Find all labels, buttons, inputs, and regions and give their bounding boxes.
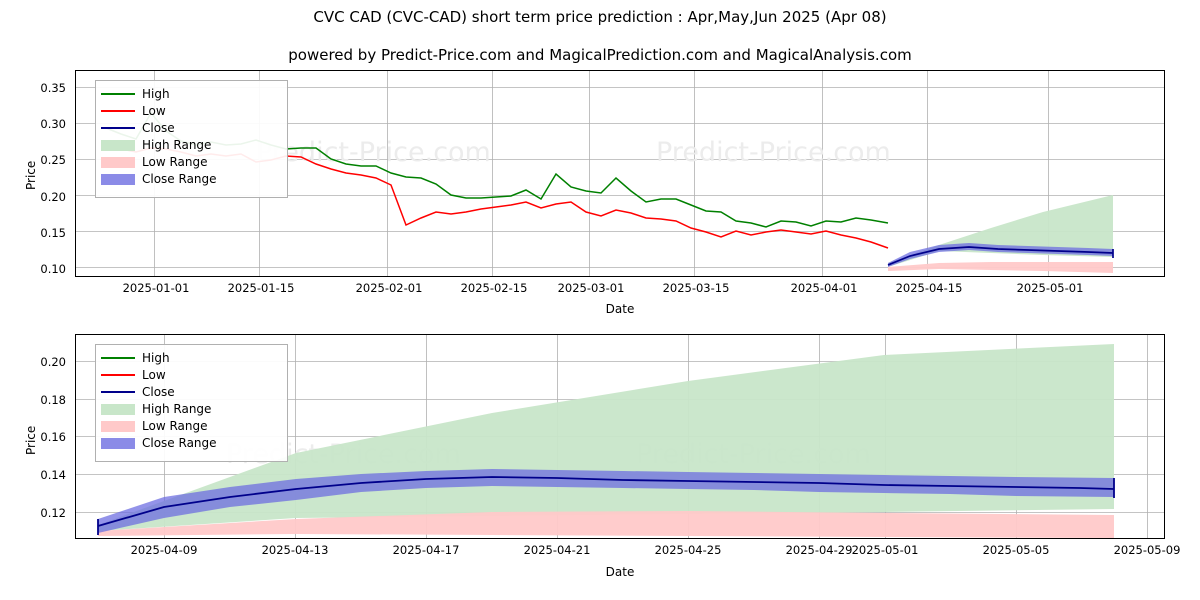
top-x-axis-label: Date bbox=[605, 302, 635, 316]
bottom-xtick-0: 2025-04-09 bbox=[130, 543, 198, 557]
bottom-legend: High Low Close High Range Low Range Clos… bbox=[95, 344, 288, 462]
page-title: CVC CAD (CVC-CAD) short term price predi… bbox=[313, 8, 887, 26]
legend-item-high-2[interactable]: High bbox=[101, 349, 281, 366]
bottom-xtick-1: 2025-04-13 bbox=[261, 543, 329, 557]
legend-label-close: Close bbox=[142, 384, 175, 399]
bottom-xtick-5: 2025-04-29 bbox=[785, 543, 853, 557]
close-range-swatch bbox=[101, 437, 135, 449]
top-ytick-4: 0.30 bbox=[40, 117, 66, 131]
bottom-ytick-2: 0.16 bbox=[40, 430, 66, 444]
close-range-swatch bbox=[101, 173, 135, 185]
top-chart-panel: Price 0.10 0.15 0.20 0.25 0.30 0.35 bbox=[24, 70, 1165, 316]
top-ytick-2: 0.20 bbox=[40, 190, 66, 204]
high-line-swatch bbox=[101, 88, 135, 100]
top-xtick-7: 2025-04-15 bbox=[895, 281, 963, 295]
top-xtick-1: 2025-01-15 bbox=[227, 281, 295, 295]
bottom-ytick-4: 0.20 bbox=[40, 355, 66, 369]
legend-label-high-range: High Range bbox=[142, 137, 212, 152]
top-xtick-5: 2025-03-15 bbox=[662, 281, 730, 295]
top-ytick-0: 0.10 bbox=[40, 262, 66, 276]
legend-item-low-range[interactable]: Low Range bbox=[101, 153, 281, 170]
legend-label-high: High bbox=[142, 86, 170, 101]
high-range-swatch bbox=[101, 139, 135, 151]
legend-item-high-range[interactable]: High Range bbox=[101, 136, 281, 153]
svg-text:Predict-Price.com: Predict-Price.com bbox=[656, 137, 891, 168]
page-subtitle: powered by Predict-Price.com and Magical… bbox=[288, 46, 912, 64]
bottom-ytick-0: 0.12 bbox=[40, 506, 66, 520]
low-line-swatch bbox=[101, 369, 135, 381]
legend-item-close-range-2[interactable]: Close Range bbox=[101, 434, 281, 451]
legend-item-low-range-2[interactable]: Low Range bbox=[101, 417, 281, 434]
top-xtick-3: 2025-02-15 bbox=[460, 281, 528, 295]
legend-item-low[interactable]: Low bbox=[101, 102, 281, 119]
legend-label-close: Close bbox=[142, 120, 175, 135]
close-line-swatch bbox=[101, 122, 135, 134]
high-line-swatch bbox=[101, 352, 135, 364]
top-xtick-8: 2025-05-01 bbox=[1016, 281, 1084, 295]
legend-item-high-range-2[interactable]: High Range bbox=[101, 400, 281, 417]
bottom-chart-panel: Price 0.12 0.14 0.16 0.18 0.20 bbox=[0, 310, 1200, 600]
bottom-x-axis-label: Date bbox=[605, 565, 635, 579]
top-ytick-1: 0.15 bbox=[40, 226, 66, 240]
top-xtick-2: 2025-02-01 bbox=[355, 281, 423, 295]
bottom-xtick-7: 2025-05-05 bbox=[982, 543, 1050, 557]
top-ytick-5: 0.35 bbox=[40, 81, 66, 95]
bottom-xtick-8: 2025-05-09 bbox=[1113, 543, 1181, 557]
legend-label-high-range: High Range bbox=[142, 401, 212, 416]
top-ytick-3: 0.25 bbox=[40, 153, 66, 167]
legend-label-low-range: Low Range bbox=[142, 154, 208, 169]
low-line-swatch bbox=[101, 105, 135, 117]
top-xtick-6: 2025-04-01 bbox=[790, 281, 858, 295]
legend-label-low: Low bbox=[142, 367, 166, 382]
high-range-swatch bbox=[101, 403, 135, 415]
top-legend: High Low Close High Range Low Range Clos… bbox=[95, 80, 288, 198]
bottom-xtick-2: 2025-04-17 bbox=[392, 543, 460, 557]
legend-label-close-range: Close Range bbox=[142, 435, 217, 450]
bottom-xtick-6: 2025-05-01 bbox=[851, 543, 919, 557]
low-range-swatch bbox=[101, 420, 135, 432]
legend-label-low: Low bbox=[142, 103, 166, 118]
bottom-ytick-1: 0.14 bbox=[40, 468, 66, 482]
bottom-xtick-4: 2025-04-25 bbox=[654, 543, 722, 557]
bottom-xtick-3: 2025-04-21 bbox=[523, 543, 591, 557]
legend-item-close-range[interactable]: Close Range bbox=[101, 170, 281, 187]
low-range-swatch bbox=[101, 156, 135, 168]
legend-label-close-range: Close Range bbox=[142, 171, 217, 186]
legend-item-close-2[interactable]: Close bbox=[101, 383, 281, 400]
bottom-ytick-3: 0.18 bbox=[40, 393, 66, 407]
top-xtick-0: 2025-01-01 bbox=[122, 281, 190, 295]
legend-item-low-2[interactable]: Low bbox=[101, 366, 281, 383]
close-line-swatch bbox=[101, 386, 135, 398]
legend-label-high: High bbox=[142, 350, 170, 365]
top-xtick-4: 2025-03-01 bbox=[557, 281, 625, 295]
legend-label-low-range: Low Range bbox=[142, 418, 208, 433]
legend-item-close[interactable]: Close bbox=[101, 119, 281, 136]
legend-item-high[interactable]: High bbox=[101, 85, 281, 102]
svg-text:Predict-Price.com: Predict-Price.com bbox=[256, 137, 491, 168]
